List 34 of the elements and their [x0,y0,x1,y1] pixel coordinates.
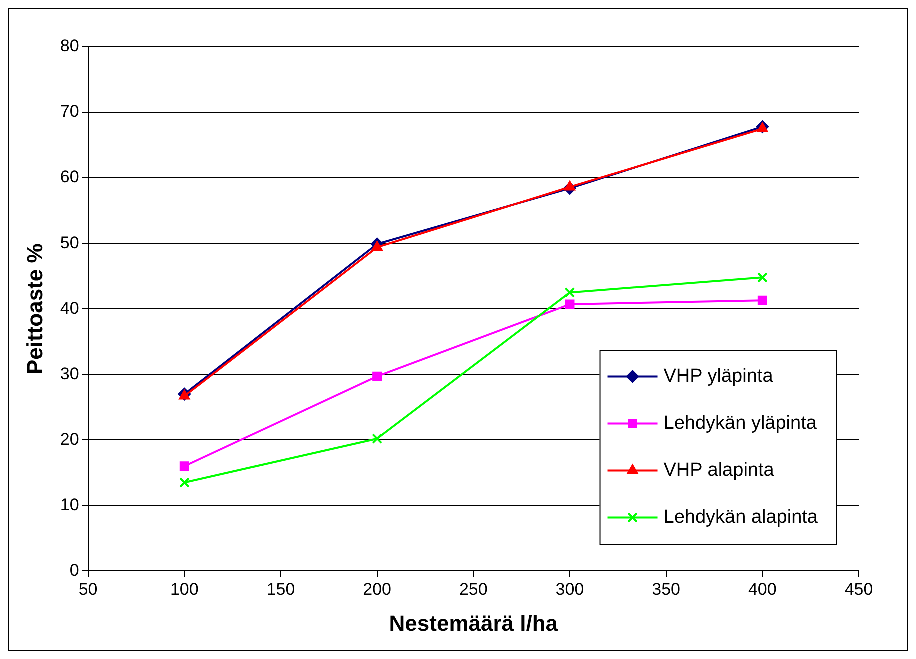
point [564,180,576,191]
x-tick-label: 200 [363,580,392,600]
y-tick-label: 50 [60,233,80,252]
y-tick-label: 0 [70,560,80,580]
y-tick-label: 20 [60,430,80,449]
y-tick-label: 40 [60,298,80,318]
legend-label: Lehdykän yläpinta [664,412,818,434]
x-tick-label: 400 [748,580,777,600]
legend-label: VHP alapinta [664,460,775,481]
point [564,287,576,298]
x-tick-label: 150 [266,580,296,600]
x-tick-label: 450 [844,580,874,600]
point [565,300,575,310]
y-tick-label: 30 [60,364,80,384]
y-axis-title: Peittoaste % [22,244,48,375]
y-tick-label: 70 [60,102,80,122]
legend-label: Lehdykän alapinta [664,506,818,528]
point [180,462,190,472]
point [372,434,383,444]
x-tick-label: 50 [78,580,98,600]
x-tick-label: 250 [459,580,488,600]
x-tick-label: 300 [556,580,584,600]
point [179,478,190,488]
x-tick-label: 350 [652,580,681,600]
point [757,272,768,283]
y-tick-label: 60 [60,168,80,187]
point [372,372,382,382]
y-tick-label: 10 [60,495,80,514]
legend-label: VHP yläpinta [664,366,774,387]
x-axis-title: Nestemäärä l/ha [389,610,559,636]
point [758,296,768,306]
y-tick-label: 80 [60,36,80,56]
point [372,241,384,252]
x-tick-label: 100 [170,580,199,600]
